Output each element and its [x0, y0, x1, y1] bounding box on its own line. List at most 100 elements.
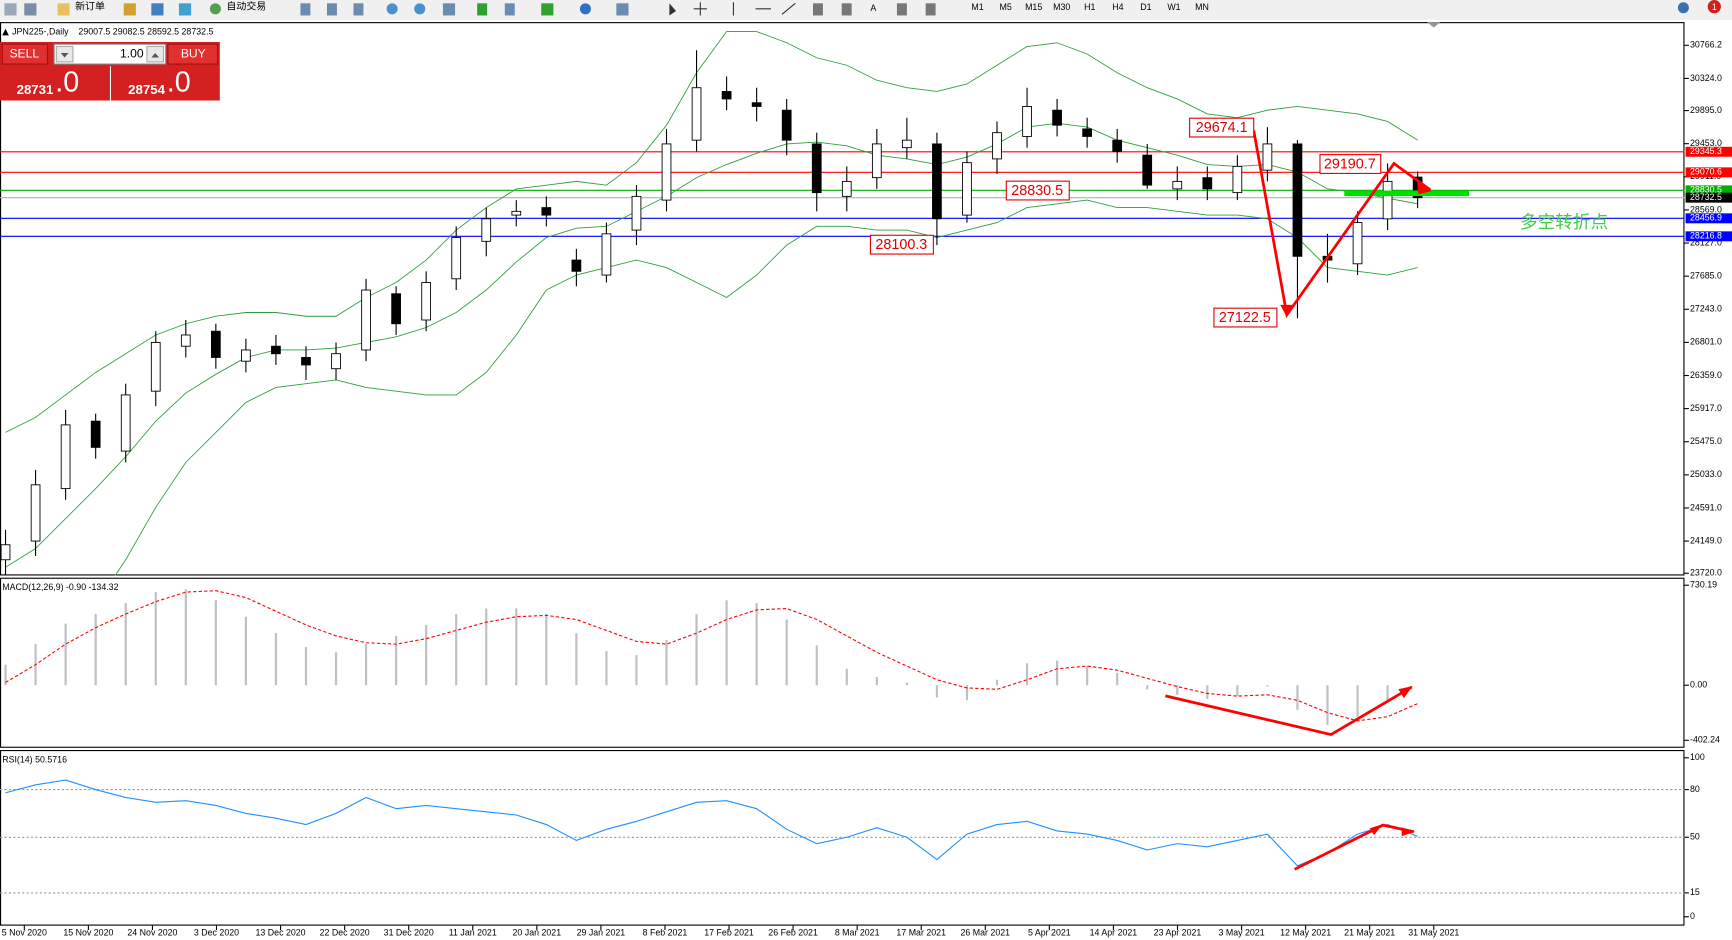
- candle-body: [451, 237, 462, 280]
- band-line: [114, 199, 1418, 576]
- y-tick-label: 50: [1690, 832, 1700, 842]
- candle-body: [1382, 180, 1393, 220]
- candle-body: [841, 180, 852, 197]
- candle-body: [962, 162, 972, 216]
- y-tick-label: 25475.0: [1690, 436, 1722, 446]
- timeframe-button[interactable]: H4: [1112, 2, 1123, 12]
- candle-body: [391, 293, 401, 325]
- candle-body: [1052, 109, 1062, 126]
- x-tick-label: 14 Apr 2021: [1090, 928, 1138, 938]
- sell-price[interactable]: 28731: [17, 82, 54, 97]
- price-tag-label: 29345.3: [1690, 146, 1722, 156]
- buy-price-big[interactable]: .0: [167, 67, 191, 99]
- buy-price[interactable]: 28754: [128, 82, 165, 97]
- y-tick-label: 29453.0: [1690, 138, 1722, 148]
- buy-label[interactable]: BUY: [181, 46, 206, 60]
- y-tick-label: 100: [1690, 752, 1705, 762]
- timeframe-button[interactable]: W1: [1167, 2, 1180, 12]
- x-tick-label: 20 Jan 2021: [513, 928, 562, 938]
- timeframe-button[interactable]: MN: [1195, 2, 1209, 12]
- y-tick-label: 0.00: [1690, 680, 1707, 690]
- price-tag: [1685, 185, 1732, 196]
- candle-body: [992, 132, 1002, 160]
- timeframe-button[interactable]: H1: [1084, 2, 1095, 12]
- candle-body: [1232, 165, 1243, 194]
- candle-body: [210, 330, 221, 358]
- buy-button[interactable]: [167, 43, 219, 65]
- x-tick-label: 26 Feb 2021: [768, 928, 818, 938]
- main-panel: [0, 22, 1685, 576]
- candle-body: [571, 259, 582, 272]
- candle-body: [811, 143, 822, 194]
- y-tick-label: 25033.0: [1690, 469, 1722, 479]
- sell-label[interactable]: SELL: [9, 46, 39, 60]
- indicator-title: MACD(12,26,9) -0.90 -134.32: [2, 582, 118, 592]
- x-tick-label: 12 May 2021: [1280, 928, 1331, 938]
- annotation: 28100.3: [875, 237, 927, 253]
- price-tag: [1685, 192, 1732, 203]
- shift-marker: [1427, 22, 1441, 28]
- y-tick-label: 26801.0: [1690, 337, 1722, 347]
- candle-body: [180, 334, 191, 347]
- notification-count[interactable]: 1: [1712, 2, 1717, 12]
- y-tick-label: 24149.0: [1690, 535, 1722, 545]
- candle-body: [331, 353, 341, 370]
- candle-body: [1112, 139, 1123, 152]
- timeframe-button[interactable]: D1: [1140, 2, 1151, 12]
- y-tick-label: 25917.0: [1690, 403, 1722, 413]
- volume-box[interactable]: [53, 43, 167, 65]
- candle-body: [871, 143, 882, 179]
- volume[interactable]: 1.00: [120, 46, 144, 60]
- x-tick-label: 26 Mar 2021: [961, 928, 1011, 938]
- toolbar-button[interactable]: 自动交易: [226, 0, 266, 12]
- timeframe-button[interactable]: M15: [1025, 2, 1042, 12]
- price-tag: [1685, 213, 1732, 224]
- x-tick-label: 13 Dec 2020: [256, 928, 306, 938]
- candle-body: [631, 195, 642, 231]
- drawings: [869, 117, 1470, 871]
- candle-body: [601, 233, 612, 276]
- candle-body: [751, 102, 762, 107]
- y-tick-label: 28127.0: [1690, 237, 1722, 247]
- candle-body: [1022, 106, 1032, 137]
- y-tick-label: 23720.0: [1690, 568, 1722, 578]
- price-tag-label: 28830.5: [1690, 185, 1722, 195]
- candle-body: [691, 87, 702, 141]
- x-tick-label: 21 May 2021: [1344, 928, 1395, 938]
- candle-body: [902, 139, 912, 149]
- x-tick-label: 31 Dec 2020: [384, 928, 434, 938]
- candle-body: [271, 345, 281, 355]
- x-tick-label: 11 Jan 2021: [449, 928, 497, 938]
- candle-body: [511, 210, 522, 216]
- candle-body: [481, 218, 492, 242]
- timeframe-button[interactable]: M1: [971, 2, 983, 12]
- y-tick-label: -402.24: [1690, 735, 1720, 745]
- timeframe-button[interactable]: M30: [1053, 2, 1070, 12]
- timeframe-button[interactable]: M5: [999, 2, 1011, 12]
- x-tick-label: 5 Nov 2020: [2, 928, 47, 938]
- collapse-icon[interactable]: [2, 28, 9, 36]
- toolbar-button[interactable]: 新订单: [75, 0, 105, 12]
- y-tick-label: 29895.0: [1690, 105, 1722, 115]
- toolbar-icons: A: [4, 0, 1721, 16]
- y-tick-label: 27685.0: [1690, 270, 1722, 280]
- candle-body: [120, 394, 131, 452]
- candle-body: [421, 282, 432, 321]
- annotation: 29190.7: [1324, 156, 1376, 172]
- sell-price-big[interactable]: .0: [55, 67, 79, 99]
- x-tick-label: 17 Mar 2021: [896, 928, 946, 938]
- x-tick-label: 8 Mar 2021: [835, 928, 880, 938]
- price-tag-label: 28732.5: [1690, 192, 1722, 202]
- price-tag: [1685, 167, 1732, 178]
- sell-button[interactable]: [1, 43, 49, 65]
- toolbar: [0, 0, 1732, 20]
- candle-body: [1172, 180, 1183, 190]
- y-tick-label: 15: [1690, 887, 1700, 897]
- candle-body: [541, 207, 552, 216]
- bollinger-bands: [5, 31, 1418, 576]
- x-tick-label: 8 Feb 2021: [643, 928, 688, 938]
- ohlc-text: 29007.5 29082.5 28592.5 28732.5: [78, 26, 213, 36]
- candle-body: [1142, 154, 1153, 186]
- svg-text:A: A: [870, 3, 876, 13]
- x-tick-label: 15 Nov 2020: [63, 928, 113, 938]
